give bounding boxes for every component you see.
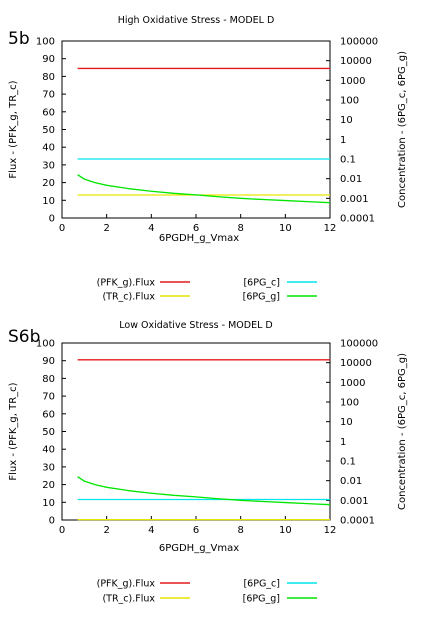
legend-label: [6PG_g]	[243, 594, 280, 605]
x-tick-label: 4	[148, 223, 154, 234]
x-tick-label: 8	[237, 525, 243, 536]
x-tick-label: 12	[324, 525, 337, 536]
x-axis-label: 6PGDH_g_Vmax	[159, 233, 239, 244]
y-tick-label: 70	[42, 90, 55, 101]
y2-tick-label: 0.1	[340, 457, 356, 468]
x-tick-label: 10	[279, 525, 292, 536]
y2-tick-label: 10	[340, 417, 353, 428]
y2-tick-label: 100000	[340, 339, 378, 350]
y2-tick-label: 0.0001	[340, 214, 375, 225]
y2-tick-label: 1	[340, 135, 346, 146]
chart-title: High Oxidative Stress - MODEL D	[118, 15, 275, 26]
x-tick-label: 0	[59, 525, 65, 536]
y2-tick-label: 0.0001	[340, 516, 375, 527]
y2-tick-label: 10000	[340, 56, 372, 67]
y2-tick-label: 100	[340, 96, 359, 107]
y2-tick-label: 10	[340, 115, 353, 126]
legend-label: (PFK_g).Flux	[97, 579, 156, 590]
y-tick-label: 80	[42, 374, 55, 385]
y-tick-label: 30	[42, 462, 55, 473]
panel-label: 5b	[8, 29, 30, 49]
x-tick-label: 2	[103, 525, 109, 536]
y-axis-label: Flux - (PFK_g, TR_c)	[8, 382, 19, 480]
y-tick-label: 0	[49, 214, 55, 225]
legend-label: [6PG_c]	[243, 278, 280, 289]
y-axis-label: Flux - (PFK_g, TR_c)	[8, 80, 19, 178]
y-tick-label: 50	[42, 125, 55, 136]
y-tick-label: 90	[42, 54, 55, 65]
legend-label: (PFK_g).Flux	[97, 278, 156, 289]
legend-label: (TR_c).Flux	[102, 594, 155, 605]
y-tick-label: 60	[42, 409, 55, 420]
y-tick-label: 90	[42, 356, 55, 367]
y-tick-label: 50	[42, 427, 55, 438]
y2-tick-label: 0.001	[340, 496, 369, 507]
y-tick-label: 40	[42, 445, 55, 456]
y-tick-label: 100	[36, 37, 55, 48]
y-tick-label: 80	[42, 72, 55, 83]
y2-tick-label: 100	[340, 398, 359, 409]
y2-tick-label: 1000	[340, 378, 365, 389]
y-tick-label: 20	[42, 178, 55, 189]
series-line-4	[77, 476, 331, 506]
x-tick-label: 8	[237, 223, 243, 234]
x-tick-label: 12	[324, 223, 337, 234]
y-tick-label: 40	[42, 143, 55, 154]
legend-label: [6PG_g]	[243, 292, 280, 303]
chart-title: Low Oxidative Stress - MODEL D	[119, 320, 272, 331]
y2-tick-label: 10000	[340, 358, 372, 369]
y-tick-label: 100	[36, 339, 55, 350]
series-line-4	[77, 174, 331, 204]
x-tick-label: 6	[193, 525, 199, 536]
y2-tick-label: 1	[340, 437, 346, 448]
y-tick-label: 20	[42, 480, 55, 491]
y-tick-label: 70	[42, 392, 55, 403]
y-tick-label: 10	[42, 196, 55, 207]
y-tick-label: 30	[42, 160, 55, 171]
y2-tick-label: 1000	[340, 76, 365, 87]
plot-frame	[61, 40, 331, 219]
legend-label: [6PG_c]	[243, 579, 280, 590]
y2-tick-label: 100000	[340, 37, 378, 48]
y2-tick-label: 0.1	[340, 155, 356, 166]
legend: (PFK_g).Flux (TR_c).Flux [6PG_c] [6PG_g]	[97, 278, 317, 303]
y2-tick-label: 0.01	[340, 174, 362, 185]
x-tick-label: 4	[148, 525, 154, 536]
x-tick-label: 6	[193, 223, 199, 234]
y2-tick-label: 0.01	[340, 476, 362, 487]
legend: (PFK_g).Flux (TR_c).Flux [6PG_c] [6PG_g]	[97, 579, 317, 605]
y2-tick-label: 0.001	[340, 194, 369, 205]
plot-frame	[61, 342, 331, 521]
x-tick-label: 0	[59, 223, 65, 234]
x-tick-label: 10	[279, 223, 292, 234]
y2-axis-label: Concentration - (6PG_c, 6PG_g)	[397, 353, 408, 510]
x-axis-label: 6PGDH_g_Vmax	[159, 543, 239, 554]
y-tick-label: 0	[49, 516, 55, 527]
y-tick-label: 10	[42, 498, 55, 509]
x-tick-label: 2	[103, 223, 109, 234]
panel-label: S6b	[8, 327, 40, 347]
legend-label: (TR_c).Flux	[102, 292, 155, 303]
y-tick-label: 60	[42, 107, 55, 118]
y2-axis-label: Concentration - (6PG_c, 6PG_g)	[397, 51, 408, 208]
